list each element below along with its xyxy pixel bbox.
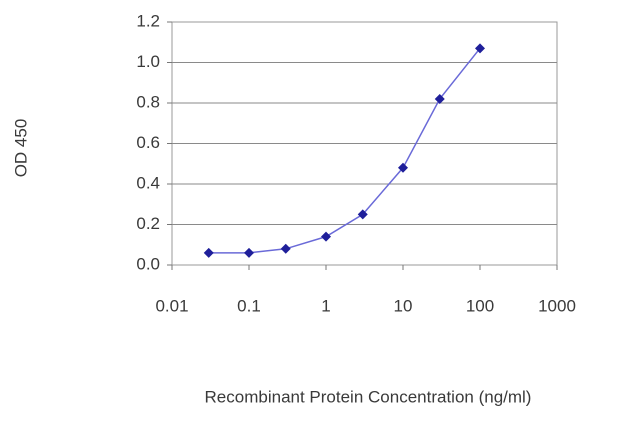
x-axis-label: Recombinant Protein Concentration (ng/ml… bbox=[205, 387, 532, 406]
data-point bbox=[475, 43, 485, 54]
data-point bbox=[434, 93, 445, 104]
x-tick-label: 0.1 bbox=[237, 296, 261, 315]
data-point bbox=[321, 231, 331, 242]
x-tick-label: 0.01 bbox=[155, 296, 188, 315]
data-point bbox=[203, 247, 214, 258]
x-tick-label: 1 bbox=[321, 296, 330, 315]
x-tick-label: 1000 bbox=[538, 296, 576, 315]
data-point bbox=[357, 209, 368, 220]
y-tick-label: 1.2 bbox=[136, 11, 160, 30]
y-tick-label: 0.4 bbox=[136, 173, 160, 192]
y-tick-label: 1.0 bbox=[136, 52, 160, 71]
data-line bbox=[208, 47, 481, 254]
data-point bbox=[280, 243, 291, 254]
y-tick-label: 0.8 bbox=[136, 92, 160, 111]
y-tick-label: 0.6 bbox=[136, 133, 160, 152]
y-tick-label: 0.0 bbox=[136, 254, 160, 273]
x-tick-label: 100 bbox=[466, 296, 494, 315]
x-tick-label: 10 bbox=[394, 296, 413, 315]
y-axis-label: OD 450 bbox=[11, 119, 30, 178]
data-point bbox=[398, 162, 408, 173]
data-point bbox=[244, 247, 254, 258]
y-tick-label: 0.2 bbox=[136, 214, 160, 233]
